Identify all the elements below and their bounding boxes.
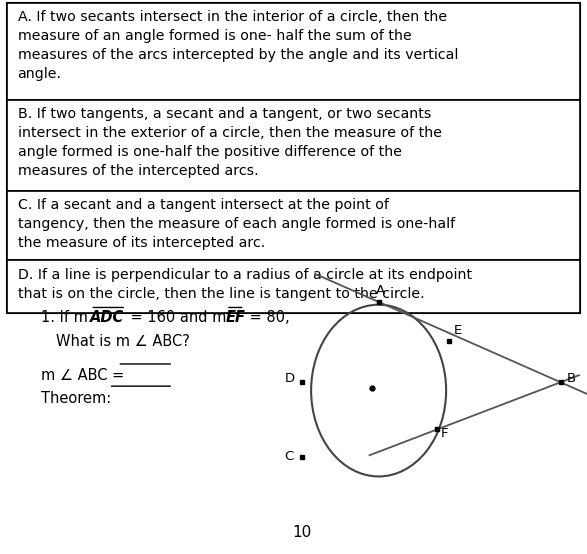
- Text: A: A: [376, 284, 385, 297]
- Bar: [7, 191, 580, 260]
- Text: ADC: ADC: [90, 310, 124, 325]
- Text: EF: EF: [226, 310, 246, 325]
- Text: E: E: [454, 325, 462, 337]
- Bar: [7, 3, 580, 100]
- Text: = 160 and m: = 160 and m: [126, 310, 231, 325]
- Text: B. If two tangents, a secant and a tangent, or two secants
intersect in the exte: B. If two tangents, a secant and a tange…: [18, 107, 441, 178]
- Text: D: D: [285, 372, 295, 385]
- Bar: [7, 3, 580, 313]
- Text: m ∠ ABC =: m ∠ ABC =: [41, 368, 129, 383]
- Bar: [7, 100, 580, 191]
- Bar: [7, 260, 580, 313]
- Text: D. If a line is perpendicular to a radius of a circle at its endpoint
that is on: D. If a line is perpendicular to a radiu…: [18, 268, 472, 300]
- Text: F: F: [441, 428, 448, 440]
- Text: B: B: [566, 372, 576, 385]
- Text: C: C: [285, 450, 294, 463]
- Text: 10: 10: [293, 525, 312, 540]
- Text: What is m ∠ ABC?: What is m ∠ ABC?: [56, 334, 190, 348]
- Text: C. If a secant and a tangent intersect at the point of
tangency, then the measur: C. If a secant and a tangent intersect a…: [18, 198, 455, 250]
- Text: = 80,: = 80,: [245, 310, 289, 325]
- Text: Theorem:: Theorem:: [41, 391, 116, 406]
- Text: 1. If m: 1. If m: [41, 310, 93, 325]
- Text: A. If two secants intersect in the interior of a circle, then the
measure of an : A. If two secants intersect in the inter…: [18, 10, 458, 81]
